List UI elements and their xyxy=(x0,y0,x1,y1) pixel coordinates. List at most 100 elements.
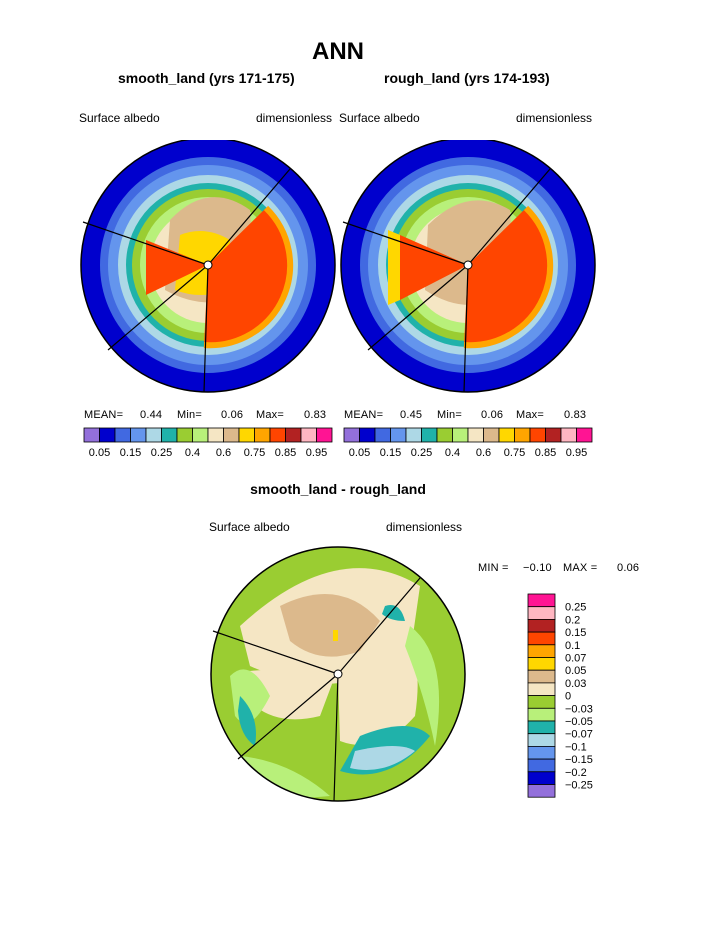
panel1-colorbar-swatch xyxy=(99,427,116,443)
panel1-colorbar-swatch xyxy=(316,427,333,443)
panel1-colorbar-swatch xyxy=(114,427,131,443)
panel1-colorbar-swatch xyxy=(223,427,240,443)
panel2-colorbar-tick-label: 0.75 xyxy=(504,447,525,459)
panel2-colorbar-swatch xyxy=(343,427,360,443)
diff-colorbar-swatch xyxy=(527,606,556,620)
panel2-colorbar-swatch xyxy=(498,427,515,443)
panel1-colorbar-tick-label: 0.85 xyxy=(275,447,296,459)
diff-colorbar-tick-label: 0.1 xyxy=(565,640,580,652)
panel2-mean-label: MEAN= xyxy=(344,409,384,421)
diff-colorbar-swatch xyxy=(527,720,556,735)
diff-colorbar-swatch xyxy=(527,784,556,798)
panel2-colorbar-swatch xyxy=(483,427,500,443)
panel1-polar-map xyxy=(80,140,336,393)
panel2-right-label: dimensionless xyxy=(516,111,593,125)
panel2-colorbar-tick-label: 0.85 xyxy=(535,447,556,459)
panel1-colorbar-swatch xyxy=(176,427,193,443)
panel1-colorbar-swatch xyxy=(269,427,286,443)
diff-colorbar-tick-label: −0.05 xyxy=(565,716,593,728)
diff-colorbar-swatch xyxy=(527,771,556,785)
diff-colorbar-swatch xyxy=(527,707,556,722)
panel1-colorbar-tick-label: 0.15 xyxy=(120,447,141,459)
panel1-colorbar-tick-label: 0.6 xyxy=(216,447,231,459)
panel2-colorbar-swatch xyxy=(436,427,453,443)
panel1-colorbar-swatch xyxy=(130,427,147,443)
panel2-colorbar-swatch xyxy=(545,427,562,443)
diff-colorbar-swatch xyxy=(527,745,556,760)
diff-polar-map xyxy=(210,546,466,802)
diff-colorbar-tick-label: −0.2 xyxy=(565,767,587,779)
diff-colorbar-swatch xyxy=(527,618,556,633)
diff-max-value: 0.06 xyxy=(617,562,640,574)
diff-colorbar-tick-label: 0.03 xyxy=(565,678,586,690)
panel2-colorbar-tick-label: 0.4 xyxy=(445,447,460,459)
panel1-title: smooth_land (yrs 171-175) xyxy=(118,70,295,86)
panel2-min-value: 0.06 xyxy=(481,409,504,421)
diff-colorbar-swatch xyxy=(527,657,556,671)
panel2-left-label: Surface albedo xyxy=(339,111,420,125)
diff-colorbar-tick-label: −0.15 xyxy=(565,754,593,766)
panel1-colorbar-swatch xyxy=(300,427,317,443)
panel1-colorbar-swatch xyxy=(161,427,178,443)
diff-colorbar-tick-label: 0.25 xyxy=(565,602,586,614)
diff-colorbar-swatch xyxy=(527,593,556,608)
panel1-colorbar-swatch xyxy=(238,427,255,443)
diff-colorbar-swatch xyxy=(527,733,556,747)
diff-colorbar-swatch xyxy=(527,669,556,684)
sector-boundary xyxy=(207,168,291,266)
panel2-colorbar-tick-label: 0.6 xyxy=(476,447,491,459)
diff-colorbar-tick-label: 0 xyxy=(565,691,571,703)
diff-colorbar-tick-label: 0.07 xyxy=(565,653,586,665)
panel1-colorbar-swatch xyxy=(145,427,162,443)
panel2-colorbar-swatch xyxy=(374,427,391,443)
sector-boundary xyxy=(82,221,209,266)
panel1-min-label: Min= xyxy=(177,409,202,421)
panel2-max-label: Max= xyxy=(516,409,545,421)
sector-right-edge xyxy=(203,205,294,349)
diff-min-label: MIN = xyxy=(478,562,509,574)
panel2-title: rough_land (yrs 174-193) xyxy=(384,70,550,86)
panel2-colorbar-tick-label: 0.15 xyxy=(380,447,401,459)
panel2-colorbar-tick-label: 0.95 xyxy=(566,447,587,459)
panel2-colorbar-swatch xyxy=(421,427,438,443)
panel2-colorbar-swatch xyxy=(390,427,407,443)
panel1-colorbar-tick-label: 0.25 xyxy=(151,447,172,459)
panel2-polar-map xyxy=(340,140,596,393)
diff-left-label: Surface albedo xyxy=(209,520,290,534)
panel1-colorbar-tick-label: 0.4 xyxy=(185,447,200,459)
sector-left xyxy=(146,240,208,295)
panel2-colorbar-swatch xyxy=(576,427,593,443)
panel1-colorbar-tick-label: 0.95 xyxy=(306,447,327,459)
panel2-colorbar-swatch xyxy=(529,427,546,443)
panel2-colorbar: 0.05 0.15 0.25 0.4 0.6 0.75 0.85 0.95 xyxy=(343,427,593,459)
panel2-colorbar-swatch xyxy=(452,427,469,443)
panel1-colorbar-swatch xyxy=(83,427,100,443)
sector-boundary xyxy=(107,264,209,351)
diff-colorbar-swatch xyxy=(527,682,556,697)
panel1-min-value: 0.06 xyxy=(221,409,244,421)
panel2-colorbar-swatch xyxy=(405,427,422,443)
panel2-max-value: 0.83 xyxy=(564,409,587,421)
panel2-mean-value: 0.45 xyxy=(400,409,423,421)
diff-min-value: −0.10 xyxy=(523,562,552,574)
panel2-colorbar-tick-label: 0.25 xyxy=(411,447,432,459)
diff-colorbar-tick-label: 0.15 xyxy=(565,627,586,639)
sector-boundary xyxy=(203,264,209,393)
panel1-colorbar-swatch xyxy=(192,427,209,443)
panel1-colorbar-swatch xyxy=(285,427,302,443)
panel1-left-label: Surface albedo xyxy=(79,111,160,125)
panel2-colorbar-tick-label: 0.05 xyxy=(349,447,370,459)
panel1-colorbar-tick-label: 0.75 xyxy=(244,447,265,459)
panel1-colorbar: 0.05 0.15 0.25 0.4 0.6 0.75 0.85 0.95 xyxy=(83,427,333,459)
diff-colorbar-tick-label: 0.2 xyxy=(565,614,580,626)
diff-right-label: dimensionless xyxy=(386,520,463,534)
panel2-colorbar-swatch xyxy=(359,427,376,443)
panel2-colorbar-swatch xyxy=(467,427,484,443)
panel1-mean-value: 0.44 xyxy=(140,409,163,421)
panel2-colorbar-swatch xyxy=(514,427,531,443)
panel1-right-label: dimensionless xyxy=(256,111,333,125)
diff-colorbar-tick-label: −0.07 xyxy=(565,729,593,741)
sector-right xyxy=(204,208,291,346)
figure-title: ANN xyxy=(312,38,364,65)
diff-colorbar: 0.250.20.150.10.070.050.030−0.03−0.05−0.… xyxy=(527,593,593,798)
